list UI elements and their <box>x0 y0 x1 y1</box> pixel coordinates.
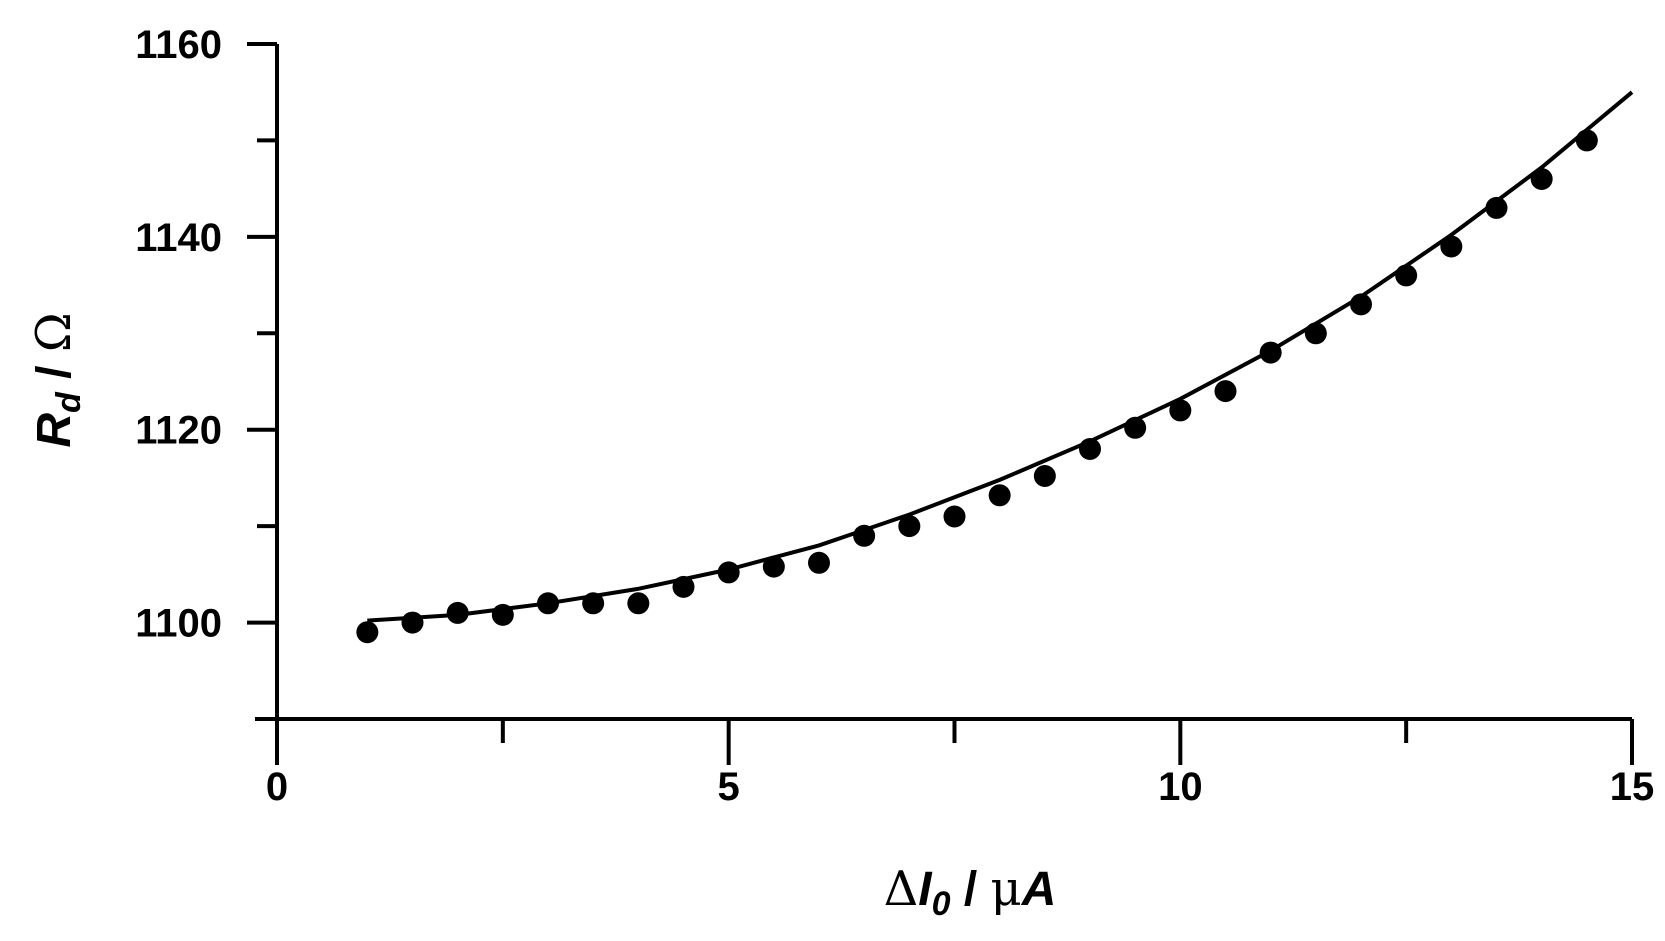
data-point <box>988 484 1011 507</box>
data-point <box>1440 235 1463 258</box>
marker-series <box>356 129 1598 644</box>
data-point <box>1350 293 1372 316</box>
x-tick-label: 15 <box>1610 765 1655 809</box>
y-tick-label: 1120 <box>135 409 222 453</box>
data-point <box>491 603 514 626</box>
data-point <box>1395 264 1418 287</box>
data-point <box>717 561 740 584</box>
data-point <box>1575 129 1598 152</box>
data-point <box>1033 465 1056 487</box>
x-tick-label: 0 <box>266 765 288 809</box>
x-tick-label: 10 <box>1158 765 1203 809</box>
x-axis: 0 5 10 15 <box>255 717 1655 809</box>
data-point <box>943 505 966 528</box>
axis-title-part: Ω <box>26 312 82 352</box>
y-tick-label: 1160 <box>135 23 222 67</box>
data-point <box>627 592 650 615</box>
axis-title-part: / <box>951 863 991 916</box>
data-point <box>1079 438 1101 460</box>
data-point <box>1530 168 1553 190</box>
axis-title-part: I <box>918 863 933 916</box>
axis-title-part: / <box>28 352 81 392</box>
data-point <box>808 551 830 574</box>
axis-title-part: d <box>50 391 88 413</box>
y-tick-label: 1100 <box>135 602 222 646</box>
data-point <box>1214 380 1237 403</box>
axis-title-part: Δ <box>884 861 919 917</box>
fit-curve <box>367 90 1634 623</box>
data-point <box>898 515 921 538</box>
data-point <box>1485 196 1508 219</box>
data-point <box>446 601 469 624</box>
data-point <box>1304 322 1327 345</box>
data-point <box>401 611 424 634</box>
data-point <box>356 621 379 644</box>
data-point <box>853 524 876 547</box>
fit-series <box>367 90 1634 623</box>
y-axis: 1100 1120 1140 1160 <box>135 23 279 741</box>
x-axis-title: ΔI0 / μA <box>884 861 1057 923</box>
data-point <box>672 575 695 598</box>
axis-title-part: R <box>28 413 81 448</box>
data-point <box>1124 416 1147 439</box>
data-point <box>762 555 785 578</box>
data-point <box>582 592 605 615</box>
y-axis-title: Rd / Ω <box>26 312 88 447</box>
data-point <box>1169 399 1192 422</box>
axis-title-part: μ <box>991 861 1022 917</box>
axis-title-part: 0 <box>932 885 951 923</box>
y-tick-label: 1140 <box>135 216 222 260</box>
data-point <box>537 592 559 615</box>
data-point <box>1259 341 1282 364</box>
axis-title-part: A <box>1021 863 1057 916</box>
x-tick-label: 5 <box>718 765 740 809</box>
